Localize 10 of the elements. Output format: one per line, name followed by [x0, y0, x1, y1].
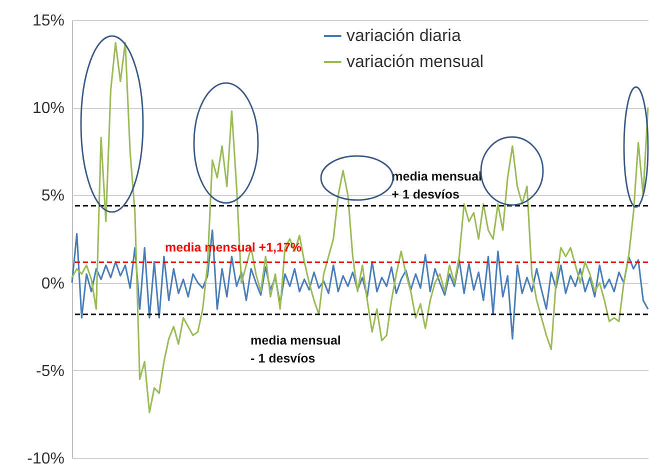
- y-tick-label: 5%: [41, 188, 64, 205]
- legend-label: variación diaria: [346, 26, 462, 45]
- y-tick-label: 0%: [41, 275, 64, 292]
- legend-label: variación mensual: [346, 52, 484, 71]
- line-series: [71, 42, 649, 414]
- ref-line-label: media mensual - 1 desvíos: [250, 333, 341, 366]
- y-tick-label: -5%: [36, 362, 64, 380]
- y-tick-label: -10%: [27, 450, 64, 467]
- y-tick-label: 15%: [32, 12, 64, 30]
- y-tick-label: 10%: [32, 100, 64, 118]
